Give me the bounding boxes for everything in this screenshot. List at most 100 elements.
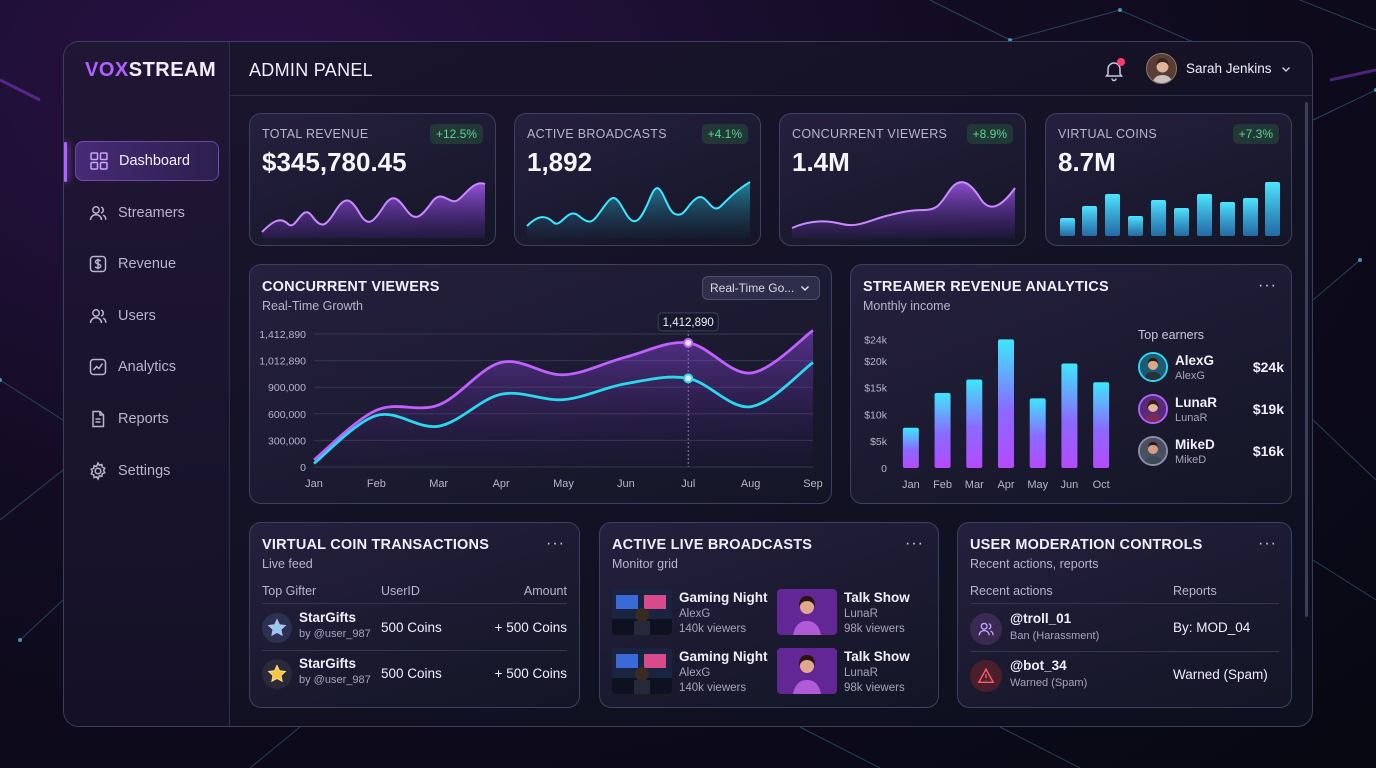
- sidebar-item-revenue[interactable]: Revenue: [75, 244, 219, 284]
- earner-row[interactable]: MikeD MikeD $16k: [1138, 435, 1284, 469]
- earner-handle: MikeD: [1175, 454, 1207, 466]
- more-options-button[interactable]: ···: [1258, 535, 1277, 552]
- broadcast-tile[interactable]: Talk Show LunaR 98k viewers: [777, 648, 935, 698]
- gold-star-icon: [262, 659, 292, 689]
- gifter-name: StarGifts: [299, 656, 357, 671]
- broadcast-tile[interactable]: Talk Show LunaR 98k viewers: [777, 589, 935, 639]
- column-header-userid: UserID: [381, 584, 420, 598]
- sidebar-item-label: Analytics: [118, 359, 177, 376]
- user-moderation-card: USER MODERATION CONTROLS Recent actions,…: [957, 522, 1292, 708]
- coin-amount: 500 Coins: [381, 666, 442, 681]
- broadcast-thumbnail: [612, 648, 672, 694]
- sidebar-item-analytics[interactable]: Analytics: [75, 347, 219, 387]
- x-tick-label: Feb: [933, 479, 952, 491]
- user-name: Sarah Jenkins: [1186, 61, 1272, 76]
- revenue-sparkline: [261, 182, 486, 238]
- notification-button[interactable]: [1102, 58, 1126, 82]
- column-header-reports: Reports: [1173, 584, 1217, 598]
- broadcast-title: Talk Show: [844, 649, 910, 664]
- sidebar-item-label: Settings: [118, 462, 171, 479]
- sidebar-nav: Dashboard Streamers Revenue Users: [64, 141, 219, 502]
- brand-logo[interactable]: VOXSTREAM: [85, 59, 217, 81]
- stat-label: TOTAL REVENUE: [262, 127, 369, 141]
- x-tick-label: Jul: [681, 478, 695, 490]
- more-options-button[interactable]: ···: [546, 535, 565, 552]
- x-tick-label: Jun: [617, 478, 635, 490]
- sidebar-item-label: Reports: [118, 410, 169, 427]
- document-icon: [88, 409, 108, 429]
- top-earners-label: Top earners: [1138, 328, 1205, 342]
- user-icon: [970, 613, 1002, 645]
- stat-card-total-revenue[interactable]: TOTAL REVENUE +12.5% $345,780.45: [249, 113, 496, 246]
- x-tick-label: Apr: [997, 479, 1014, 491]
- earner-row[interactable]: AlexG AlexG $24k: [1138, 351, 1284, 385]
- user-menu[interactable]: Sarah Jenkins: [1146, 53, 1292, 84]
- x-tick-label: Mar: [429, 478, 448, 490]
- card-title: USER MODERATION CONTROLS: [970, 537, 1203, 553]
- stat-value: 8.7M: [1058, 147, 1116, 177]
- highlight-point: [683, 373, 694, 384]
- broadcast-viewers: 140k viewers: [679, 682, 747, 694]
- sidebar-item-users[interactable]: Users: [75, 296, 219, 336]
- broadcast-tile[interactable]: Gaming Night AlexG 140k viewers: [612, 648, 770, 698]
- card-subtitle: Monitor grid: [612, 557, 678, 571]
- gifter-by: by @user_987: [299, 628, 371, 640]
- table-row[interactable]: StarGifts by @user_987 500 Coins + 500 C…: [262, 652, 567, 696]
- stat-change-badge: +7.3%: [1232, 124, 1279, 144]
- broadcast-title: Gaming Night: [679, 649, 768, 664]
- x-tick-label: Apr: [493, 478, 510, 490]
- virtual-coin-transactions-card: VIRTUAL COIN TRANSACTIONS Live feed ··· …: [249, 522, 580, 708]
- earner-amount: $16k: [1252, 443, 1284, 459]
- gifter-by: by @user_987: [299, 674, 371, 686]
- sidebar-item-dashboard[interactable]: Dashboard: [64, 141, 219, 182]
- dropdown-value: Real-Time Go...: [710, 281, 795, 295]
- time-range-dropdown[interactable]: Real-Time Go...: [702, 276, 820, 300]
- page-title: ADMIN PANEL: [249, 60, 373, 80]
- earner-row[interactable]: LunaR LunaR $19k: [1138, 393, 1284, 427]
- moderation-row[interactable]: @bot_34 Warned (Spam) Warned (Spam): [970, 654, 1279, 698]
- chevron-down-icon: [800, 285, 810, 292]
- stat-card-concurrent-viewers[interactable]: CONCURRENT VIEWERS +8.9% 1.4M: [779, 113, 1026, 246]
- stat-card-active-broadcasts[interactable]: ACTIVE BROADCASTS +4.1% 1,892: [514, 113, 761, 246]
- bar: [966, 379, 983, 468]
- broadcast-thumbnail: [612, 589, 672, 635]
- stat-card-virtual-coins[interactable]: VIRTUAL COINS +7.3% 8.7M: [1045, 113, 1292, 246]
- card-subtitle: Real-Time Growth: [262, 299, 363, 313]
- users-icon: [88, 203, 108, 223]
- sidebar-item-reports[interactable]: Reports: [75, 399, 219, 439]
- active-live-broadcasts-card: ACTIVE LIVE BROADCASTS Monitor grid ··· …: [599, 522, 939, 708]
- x-tick-label: May: [553, 478, 574, 490]
- x-tick-label: Jun: [1061, 479, 1079, 491]
- dollar-icon: [88, 254, 108, 274]
- moderation-report: Warned (Spam): [1173, 667, 1268, 682]
- grid-icon: [89, 151, 109, 171]
- y-tick-label: $10k: [864, 409, 888, 421]
- sidebar-item-label: Revenue: [118, 256, 177, 273]
- x-tick-label: May: [1027, 479, 1048, 491]
- broadcast-title: Gaming Night: [679, 590, 768, 605]
- scrollbar[interactable]: [1305, 102, 1308, 617]
- table-row[interactable]: StarGifts by @user_987 500 Coins + 500 C…: [262, 606, 567, 650]
- transaction-amount: + 500 Coins: [494, 666, 567, 681]
- stat-value: $345,780.45: [262, 147, 407, 177]
- stat-change-badge: +4.1%: [701, 124, 748, 144]
- y-tick-label: 900,000: [268, 382, 306, 394]
- star-badge-icon: [262, 613, 292, 643]
- bar: [998, 339, 1014, 468]
- sidebar-item-label: Users: [118, 307, 156, 324]
- moderation-action: Warned (Spam): [1010, 677, 1088, 689]
- earner-amount: $19k: [1252, 401, 1284, 417]
- more-options-button[interactable]: ···: [1258, 277, 1277, 294]
- earner-amount: $24k: [1252, 359, 1284, 375]
- column-header-top-gifter: Top Gifter: [262, 584, 317, 598]
- more-options-button[interactable]: ···: [905, 535, 924, 552]
- x-tick-label: Aug: [741, 478, 761, 490]
- moderation-row[interactable]: @troll_01 Ban (Harassment) By: MOD_04: [970, 607, 1279, 651]
- y-tick-label: 1,412,890: [259, 329, 306, 341]
- earner-name: AlexG: [1175, 353, 1215, 368]
- sidebar-item-streamers[interactable]: Streamers: [75, 193, 219, 233]
- sidebar-item-settings[interactable]: Settings: [75, 451, 219, 491]
- concurrent-viewers-chart-card: CONCURRENT VIEWERS Real-Time Growth Real…: [249, 264, 832, 504]
- broadcast-tile[interactable]: Gaming Night AlexG 140k viewers: [612, 589, 770, 639]
